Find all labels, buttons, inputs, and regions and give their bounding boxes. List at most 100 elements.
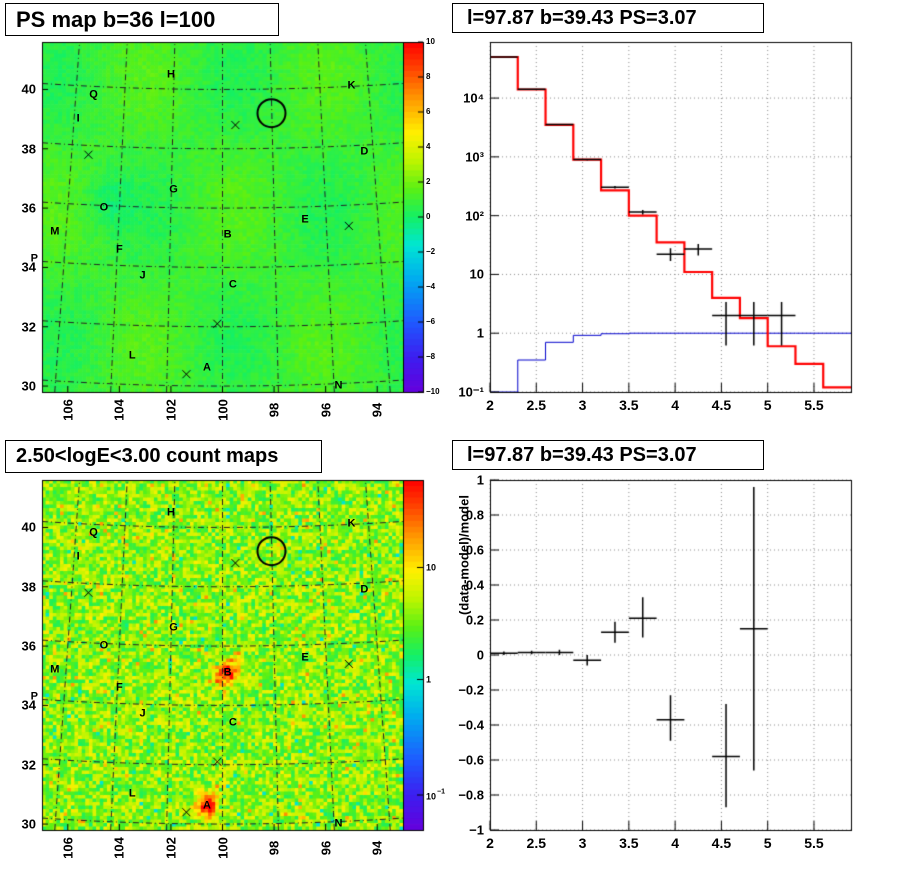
- ps-map-title: PS map b=36 l=100: [5, 3, 279, 36]
- source-label-j: J: [139, 707, 146, 720]
- source-label-f: F: [115, 243, 123, 256]
- lon-tick-label: 104: [111, 399, 127, 421]
- source-label-k: K: [347, 517, 356, 530]
- x-tick-label: 3: [578, 397, 587, 413]
- lat-tick-label: 30: [21, 816, 36, 832]
- source-label-i: I: [76, 112, 80, 125]
- source-label-o: O: [99, 201, 109, 214]
- x-tick-label: 4.5: [711, 397, 732, 413]
- x-tick-label: 3.5: [619, 835, 639, 851]
- source-label-g: G: [169, 183, 178, 196]
- colorbar-tick-label: 10: [426, 37, 435, 46]
- source-label-l: L: [128, 349, 136, 362]
- source-label-h: H: [166, 506, 175, 519]
- lon-tick-label: 100: [215, 837, 230, 859]
- x-tick-label: 2.5: [526, 835, 547, 851]
- lon-tick-label: 96: [318, 840, 334, 856]
- source-label-q: Q: [89, 526, 98, 539]
- lat-tick-label: 34: [21, 697, 36, 713]
- source-label-c: C: [228, 716, 237, 729]
- lon-tick-label: 102: [163, 837, 179, 859]
- source-label-b: B: [223, 666, 232, 679]
- y-tick-label: 1: [476, 325, 484, 341]
- residual-title: l=97.87 b=39.43 PS=3.07: [452, 440, 764, 470]
- lon-tick-label: 104: [111, 837, 127, 859]
- colorbar-tick-label: −8: [426, 352, 436, 361]
- lat-tick-label: 32: [21, 319, 36, 335]
- lat-tick-label: 38: [21, 579, 36, 595]
- colorbar-tick-label: 10: [426, 791, 437, 802]
- colorbar-tick-label: 4: [426, 142, 431, 151]
- y-tick-label: −0.4: [458, 717, 484, 733]
- lon-tick-label: 96: [318, 402, 334, 418]
- x-tick-label: 2: [486, 835, 494, 851]
- source-label-p: P: [30, 690, 38, 703]
- colorbar-tick-label: 10: [426, 562, 437, 572]
- y-tick-label: −0.8: [458, 787, 484, 803]
- source-label-d: D: [360, 145, 369, 158]
- colorbar-tick-label: 2: [426, 177, 431, 186]
- colorbar-tick-label: 8: [426, 72, 431, 81]
- x-tick-label: 5.5: [804, 397, 824, 413]
- source-label-a: A: [203, 361, 211, 374]
- y-tick-label: 0.2: [465, 612, 484, 628]
- lon-tick-label: 102: [163, 399, 179, 421]
- lon-tick-label: 98: [266, 402, 282, 418]
- colorbar-tick-exponent: −1: [437, 788, 445, 796]
- x-tick-label: 3: [578, 835, 587, 851]
- y-tick-label: 10⁻¹: [458, 384, 484, 400]
- source-label-e: E: [301, 651, 309, 664]
- lon-tick-label: 94: [369, 402, 385, 418]
- y-tick-label: 10³: [465, 149, 484, 165]
- y-tick-label: 1: [476, 472, 484, 488]
- x-tick-label: 3.5: [619, 397, 639, 413]
- source-label-f: F: [115, 681, 123, 694]
- source-label-g: G: [169, 621, 178, 634]
- y-tick-label: 0.8: [465, 507, 484, 523]
- y-tick-label: 10²: [465, 208, 484, 224]
- lon-tick-label: 98: [266, 840, 282, 856]
- x-tick-label: 2: [486, 397, 494, 413]
- source-label-j: J: [139, 269, 146, 282]
- x-tick-label: 5: [763, 835, 772, 851]
- y-tick-label: −0.6: [458, 752, 484, 768]
- source-label-p: P: [30, 252, 38, 265]
- lat-tick-label: 36: [21, 638, 36, 654]
- lon-tick-label: 106: [60, 399, 76, 421]
- y-axis-title: (data-model)/model: [456, 495, 472, 615]
- source-label-d: D: [360, 583, 369, 596]
- count-map-title: 2.50<logE<3.00 count maps: [5, 440, 322, 473]
- source-label-m: M: [50, 663, 60, 676]
- y-tick-label: 0: [476, 647, 484, 663]
- lat-tick-label: 40: [21, 81, 36, 97]
- source-label-n: N: [334, 379, 343, 392]
- lat-tick-label: 32: [21, 757, 36, 773]
- colorbar-tick-label: −10: [426, 387, 440, 396]
- colorbar-tick-label: −2: [426, 247, 436, 256]
- source-label-a: A: [203, 799, 211, 812]
- lat-tick-label: 36: [21, 200, 36, 216]
- y-tick-label: 0.6: [465, 542, 484, 558]
- source-label-e: E: [301, 213, 309, 226]
- y-tick-label: 0.4: [465, 577, 484, 593]
- x-tick-label: 4: [671, 397, 680, 413]
- y-tick-label: 10: [469, 266, 484, 282]
- colorbar-tick-label: −6: [426, 317, 436, 326]
- lat-tick-label: 30: [21, 378, 36, 394]
- colorbar-tick-label: −4: [426, 282, 436, 291]
- x-tick-label: 4: [671, 835, 680, 851]
- lon-tick-label: 94: [369, 840, 385, 856]
- lat-tick-label: 40: [21, 519, 36, 535]
- y-tick-label: 10⁴: [463, 90, 484, 106]
- x-tick-label: 5.5: [804, 835, 824, 851]
- source-label-c: C: [228, 278, 237, 291]
- source-label-q: Q: [89, 88, 98, 101]
- y-tick-label: −1: [469, 822, 484, 838]
- source-label-k: K: [347, 79, 356, 92]
- colorbar-tick-label: 0: [426, 212, 431, 221]
- source-label-i: I: [76, 550, 80, 563]
- source-label-o: O: [99, 639, 109, 652]
- y-tick-label: −0.2: [458, 682, 484, 698]
- source-label-m: M: [50, 225, 60, 238]
